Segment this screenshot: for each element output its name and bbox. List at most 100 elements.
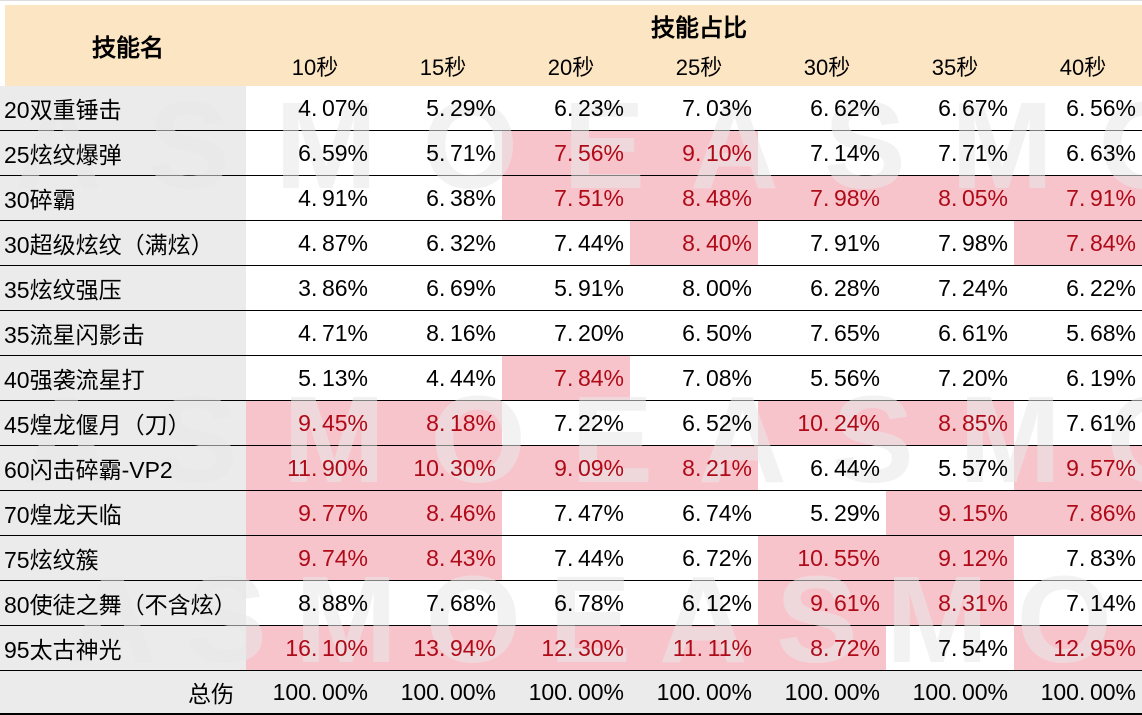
percent-cell[interactable]: 7. 14%	[1014, 581, 1142, 625]
percent-cell[interactable]: 9. 15%	[886, 491, 1014, 535]
percent-cell[interactable]: 6. 63%	[1014, 131, 1142, 175]
percent-cell[interactable]: 7. 83%	[1014, 536, 1142, 580]
percent-cell[interactable]: 8. 46%	[374, 491, 502, 535]
group-title-cell[interactable]: 技能占比	[251, 5, 1142, 45]
percent-cell[interactable]: 6. 74%	[630, 491, 758, 535]
percent-cell[interactable]: 9. 74%	[246, 536, 374, 580]
percent-cell[interactable]: 5. 68%	[1014, 311, 1142, 355]
percent-cell[interactable]: 5. 29%	[374, 86, 502, 130]
percent-cell[interactable]: 4. 71%	[246, 311, 374, 355]
percent-cell[interactable]: 16. 10%	[246, 626, 374, 670]
time-header-cell[interactable]: 10秒	[251, 45, 379, 86]
percent-cell[interactable]: 5. 91%	[502, 266, 630, 310]
skill-name-cell[interactable]: 20双重锤击	[0, 86, 246, 130]
percent-cell[interactable]: 6. 22%	[1014, 266, 1142, 310]
percent-cell[interactable]: 4. 87%	[246, 221, 374, 265]
percent-cell[interactable]: 7. 22%	[502, 401, 630, 445]
percent-cell[interactable]: 6. 59%	[246, 131, 374, 175]
total-percent-cell[interactable]: 100. 00%	[758, 671, 886, 713]
percent-cell[interactable]: 8. 00%	[630, 266, 758, 310]
percent-cell[interactable]: 7. 56%	[502, 131, 630, 175]
percent-cell[interactable]: 6. 12%	[630, 581, 758, 625]
percent-cell[interactable]: 9. 45%	[246, 401, 374, 445]
percent-cell[interactable]: 7. 84%	[502, 356, 630, 400]
percent-cell[interactable]: 6. 23%	[502, 86, 630, 130]
skill-name-cell[interactable]: 30超级炫纹（满炫）	[0, 221, 246, 265]
percent-cell[interactable]: 8. 72%	[758, 626, 886, 670]
percent-cell[interactable]: 8. 40%	[630, 221, 758, 265]
percent-cell[interactable]: 12. 95%	[1014, 626, 1142, 670]
percent-cell[interactable]: 5. 13%	[246, 356, 374, 400]
total-percent-cell[interactable]: 100. 00%	[630, 671, 758, 713]
percent-cell[interactable]: 7. 54%	[886, 626, 1014, 670]
percent-cell[interactable]: 5. 57%	[886, 446, 1014, 490]
percent-cell[interactable]: 10. 55%	[758, 536, 886, 580]
time-header-cell[interactable]: 30秒	[763, 45, 891, 86]
total-label-cell[interactable]: 总伤	[0, 671, 246, 713]
percent-cell[interactable]: 11. 90%	[246, 446, 374, 490]
percent-cell[interactable]: 8. 85%	[886, 401, 1014, 445]
total-percent-cell[interactable]: 100. 00%	[374, 671, 502, 713]
skill-name-cell[interactable]: 60闪击碎霸-VP2	[0, 446, 246, 490]
percent-cell[interactable]: 7. 98%	[886, 221, 1014, 265]
total-percent-cell[interactable]: 100. 00%	[246, 671, 374, 713]
percent-cell[interactable]: 4. 91%	[246, 176, 374, 220]
percent-cell[interactable]: 7. 68%	[374, 581, 502, 625]
percent-cell[interactable]: 10. 24%	[758, 401, 886, 445]
skill-name-cell[interactable]: 35流星闪影击	[0, 311, 246, 355]
skill-name-cell[interactable]: 30碎霸	[0, 176, 246, 220]
skill-name-cell[interactable]: 25炫纹爆弹	[0, 131, 246, 175]
percent-cell[interactable]: 6. 19%	[1014, 356, 1142, 400]
percent-cell[interactable]: 6. 28%	[758, 266, 886, 310]
percent-cell[interactable]: 6. 61%	[886, 311, 1014, 355]
time-header-cell[interactable]: 40秒	[1019, 45, 1142, 86]
percent-cell[interactable]: 8. 43%	[374, 536, 502, 580]
percent-cell[interactable]: 5. 29%	[758, 491, 886, 535]
skill-name-cell[interactable]: 35炫纹强压	[0, 266, 246, 310]
percent-cell[interactable]: 9. 61%	[758, 581, 886, 625]
percent-cell[interactable]: 7. 65%	[758, 311, 886, 355]
percent-cell[interactable]: 7. 71%	[886, 131, 1014, 175]
percent-cell[interactable]: 8. 88%	[246, 581, 374, 625]
total-percent-cell[interactable]: 100. 00%	[1014, 671, 1142, 713]
time-header-cell[interactable]: 20秒	[507, 45, 635, 86]
percent-cell[interactable]: 7. 86%	[1014, 491, 1142, 535]
percent-cell[interactable]: 9. 57%	[1014, 446, 1142, 490]
percent-cell[interactable]: 7. 20%	[502, 311, 630, 355]
percent-cell[interactable]: 8. 16%	[374, 311, 502, 355]
percent-cell[interactable]: 5. 56%	[758, 356, 886, 400]
percent-cell[interactable]: 7. 20%	[886, 356, 1014, 400]
percent-cell[interactable]: 7. 91%	[758, 221, 886, 265]
percent-cell[interactable]: 6. 72%	[630, 536, 758, 580]
percent-cell[interactable]: 7. 51%	[502, 176, 630, 220]
percent-cell[interactable]: 7. 91%	[1014, 176, 1142, 220]
percent-cell[interactable]: 7. 08%	[630, 356, 758, 400]
total-percent-cell[interactable]: 100. 00%	[502, 671, 630, 713]
percent-cell[interactable]: 8. 31%	[886, 581, 1014, 625]
percent-cell[interactable]: 8. 48%	[630, 176, 758, 220]
percent-cell[interactable]: 6. 78%	[502, 581, 630, 625]
percent-cell[interactable]: 7. 03%	[630, 86, 758, 130]
percent-cell[interactable]: 7. 61%	[1014, 401, 1142, 445]
percent-cell[interactable]: 6. 50%	[630, 311, 758, 355]
percent-cell[interactable]: 12. 30%	[502, 626, 630, 670]
time-header-cell[interactable]: 35秒	[891, 45, 1019, 86]
time-header-cell[interactable]: 25秒	[635, 45, 763, 86]
percent-cell[interactable]: 6. 56%	[1014, 86, 1142, 130]
skill-name-cell[interactable]: 80使徒之舞（不含炫）	[0, 581, 246, 625]
percent-cell[interactable]: 9. 10%	[630, 131, 758, 175]
percent-cell[interactable]: 8. 05%	[886, 176, 1014, 220]
percent-cell[interactable]: 7. 44%	[502, 536, 630, 580]
skill-name-cell[interactable]: 75炫纹簇	[0, 536, 246, 580]
skill-name-cell[interactable]: 45煌龙偃月（刀）	[0, 401, 246, 445]
percent-cell[interactable]: 6. 69%	[374, 266, 502, 310]
percent-cell[interactable]: 6. 38%	[374, 176, 502, 220]
skill-name-cell[interactable]: 40强袭流星打	[0, 356, 246, 400]
total-percent-cell[interactable]: 100. 00%	[886, 671, 1014, 713]
percent-cell[interactable]: 3. 86%	[246, 266, 374, 310]
skill-name-header-cell[interactable]: 技能名	[5, 5, 251, 86]
percent-cell[interactable]: 6. 32%	[374, 221, 502, 265]
percent-cell[interactable]: 7. 98%	[758, 176, 886, 220]
percent-cell[interactable]: 8. 18%	[374, 401, 502, 445]
percent-cell[interactable]: 11. 11%	[630, 626, 758, 670]
